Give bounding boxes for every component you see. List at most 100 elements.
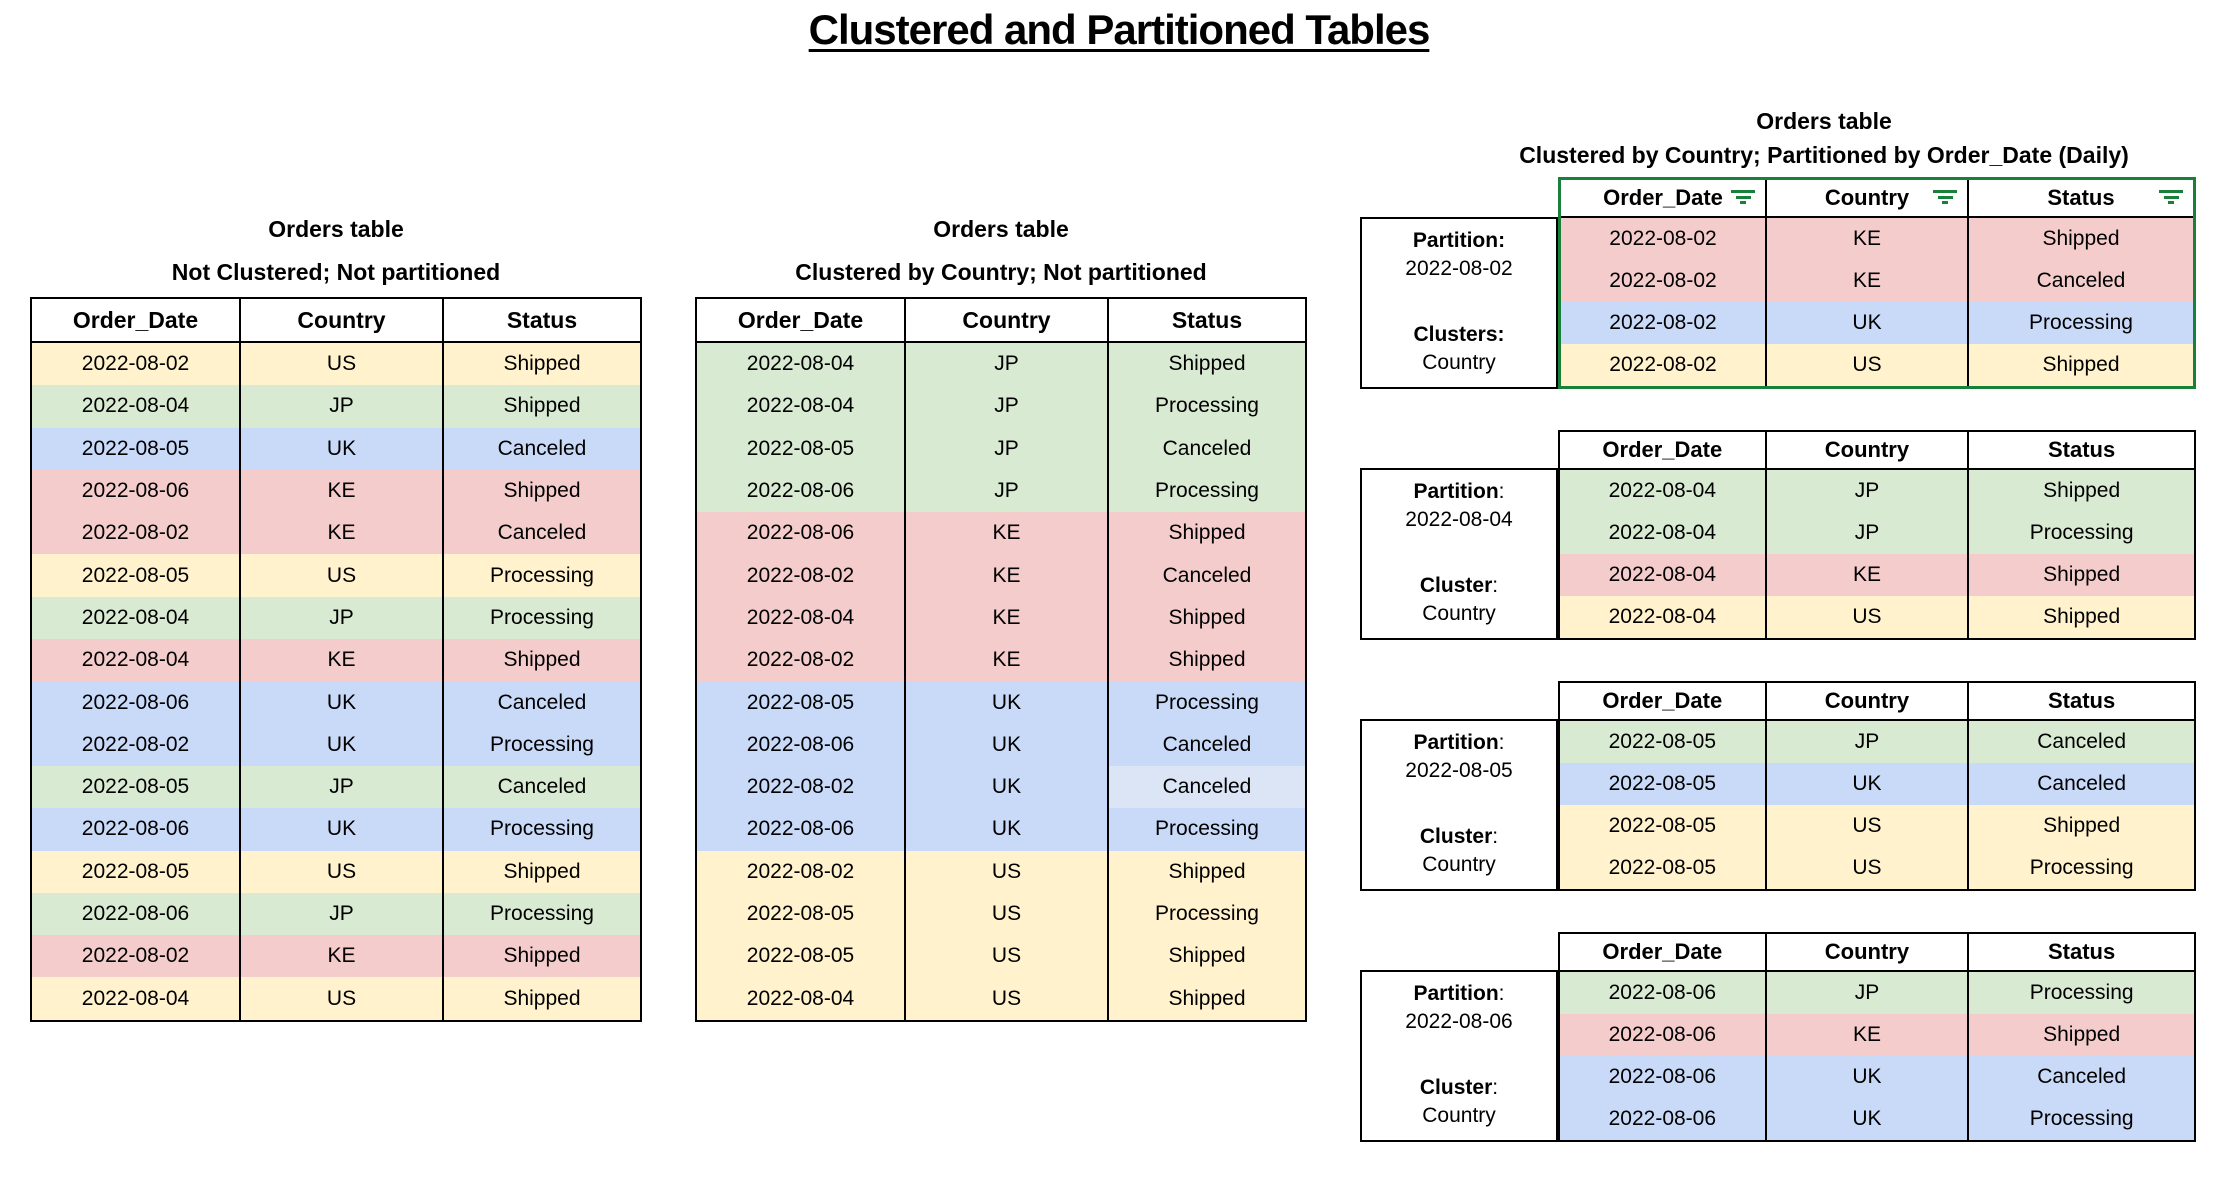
status-cell: Processing xyxy=(1967,1098,2194,1140)
order-date-cell: 2022-08-04 xyxy=(697,977,904,1020)
table-row: 2022-08-04 US Shipped xyxy=(1560,596,2194,638)
status-cell: Canceled xyxy=(442,427,640,470)
status-cell: Shipped xyxy=(1107,639,1305,682)
order-date-cell: 2022-08-04 xyxy=(1560,512,1765,554)
column-header-status: Status xyxy=(1967,432,2194,470)
cluster-label: Cluster: xyxy=(1419,574,1499,597)
status-cell: Shipped xyxy=(1107,935,1305,978)
status-cell: Canceled xyxy=(1107,427,1305,470)
status-cell: Canceled xyxy=(1107,554,1305,597)
country-cell: KE xyxy=(1764,1014,1968,1056)
country-cell: UK xyxy=(904,723,1107,766)
table-row: 2022-08-04 KE Shipped xyxy=(32,639,640,682)
table-row: 2022-08-05 US Processing xyxy=(697,892,1305,936)
country-cell: US xyxy=(239,850,442,893)
country-cell: JP xyxy=(904,469,1107,513)
header-row: Order_Date Country Status xyxy=(1560,683,2194,721)
table-row: 2022-08-06 UK Processing xyxy=(32,808,640,851)
country-cell: JP xyxy=(904,427,1107,470)
country-cell: UK xyxy=(904,808,1107,851)
filter-icon[interactable] xyxy=(1932,190,1958,206)
table-row: 2022-08-06 UK Processing xyxy=(1560,1098,2194,1140)
column-header-country: Country xyxy=(1764,683,1968,721)
order-date-cell: 2022-08-06 xyxy=(697,808,904,851)
page-title-text: Clustered and Partitioned Tables xyxy=(808,6,1431,53)
country-cell: KE xyxy=(904,554,1107,597)
partition-label-box: Partition: 2022-08-02 Clusters: Country xyxy=(1360,217,1558,389)
country-cell: US xyxy=(239,977,442,1020)
column-header-order-date: Order_Date xyxy=(1560,683,1765,721)
country-cell: JP xyxy=(239,765,442,809)
column-header-status: Status xyxy=(442,299,640,343)
partition-label-group: Partition: 2022-08-06 xyxy=(1362,980,1556,1036)
order-date-cell: 2022-08-02 xyxy=(697,850,904,893)
partition-label: Partition: xyxy=(1412,229,1506,252)
table-row: 2022-08-04 KE Shipped xyxy=(697,596,1305,640)
table-row: 2022-08-05 US Processing xyxy=(1560,847,2194,889)
status-cell: Canceled xyxy=(442,681,640,724)
column-header-order-date: Order_Date xyxy=(697,299,904,343)
order-date-cell: 2022-08-05 xyxy=(697,427,904,470)
partition-label-box: Partition: 2022-08-05 Cluster: Country xyxy=(1360,719,1558,891)
order-date-cell: 2022-08-06 xyxy=(697,723,904,766)
order-date-cell: 2022-08-02 xyxy=(1561,260,1765,302)
status-cell: Shipped xyxy=(1967,596,2194,638)
filter-icon[interactable] xyxy=(2158,190,2184,206)
status-cell: Processing xyxy=(1107,808,1305,851)
country-cell: JP xyxy=(1764,721,1968,763)
cluster-label: Cluster: xyxy=(1419,825,1499,848)
order-date-cell: 2022-08-06 xyxy=(697,512,904,555)
left-table-subtitle: Not Clustered; Not partitioned xyxy=(171,259,501,285)
table-row: 2022-08-06 UK Canceled xyxy=(32,681,640,724)
country-cell: KE xyxy=(239,639,442,682)
status-cell: Processing xyxy=(1107,385,1305,428)
country-cell: KE xyxy=(1765,260,1967,302)
order-date-cell: 2022-08-05 xyxy=(1560,721,1765,763)
country-cell: KE xyxy=(1764,554,1968,596)
order-date-cell: 2022-08-05 xyxy=(32,554,239,597)
partition-label-group: Partition: 2022-08-04 xyxy=(1362,478,1556,534)
order-date-cell: 2022-08-06 xyxy=(1560,1098,1765,1140)
order-date-cell: 2022-08-06 xyxy=(32,808,239,851)
status-cell: Canceled xyxy=(1107,765,1305,809)
filter-icon[interactable] xyxy=(1730,190,1756,206)
column-header-order-date: Order_Date xyxy=(32,299,239,343)
partitioned-section-panel: Orders table Clustered by Country; Parti… xyxy=(1360,108,2196,1183)
country-cell: UK xyxy=(1764,1056,1968,1098)
table-row: 2022-08-04 JP Processing xyxy=(1560,512,2194,554)
status-cell: Canceled xyxy=(442,765,640,809)
partition-label: Partition: xyxy=(1413,731,1505,754)
status-cell: Shipped xyxy=(1107,512,1305,555)
status-cell: Canceled xyxy=(1967,763,2194,805)
left-table-title: Orders table xyxy=(268,216,404,242)
table-row: 2022-08-02 UK Processing xyxy=(1561,302,2193,344)
order-date-cell: 2022-08-05 xyxy=(1560,805,1765,847)
partition-value: 2022-08-04 xyxy=(1405,508,1513,531)
status-cell: Shipped xyxy=(442,977,640,1020)
order-date-cell: 2022-08-02 xyxy=(1561,302,1765,344)
status-cell: Canceled xyxy=(1967,1056,2194,1098)
partition-table: Order_Date Country Status 2022-08-02 KE xyxy=(1558,177,2196,389)
status-cell: Shipped xyxy=(442,385,640,428)
table-row: 2022-08-02 KE Canceled xyxy=(1561,260,2193,302)
status-cell: Processing xyxy=(442,596,640,640)
order-date-cell: 2022-08-04 xyxy=(32,639,239,682)
status-cell: Processing xyxy=(442,808,640,851)
country-cell: US xyxy=(239,343,442,386)
cluster-value: Country xyxy=(1422,602,1496,625)
table-row: 2022-08-06 KE Shipped xyxy=(1560,1014,2194,1056)
table-row: 2022-08-05 UK Processing xyxy=(697,681,1305,724)
country-cell: UK xyxy=(239,723,442,766)
status-cell: Shipped xyxy=(442,850,640,893)
partition-block: Partition: 2022-08-04 Cluster: Country O… xyxy=(1360,430,2196,640)
status-cell: Shipped xyxy=(442,469,640,513)
header-row: Order_Date Country Status xyxy=(1560,432,2194,470)
order-date-cell: 2022-08-02 xyxy=(697,639,904,682)
page-title: Clustered and Partitioned Tables xyxy=(0,6,2238,54)
country-cell: UK xyxy=(1764,1098,1968,1140)
country-cell: US xyxy=(904,977,1107,1020)
column-header-country: Country xyxy=(1764,432,1968,470)
table-row: 2022-08-06 JP Processing xyxy=(697,469,1305,513)
order-date-cell: 2022-08-04 xyxy=(32,385,239,428)
status-cell: Shipped xyxy=(1967,1014,2194,1056)
